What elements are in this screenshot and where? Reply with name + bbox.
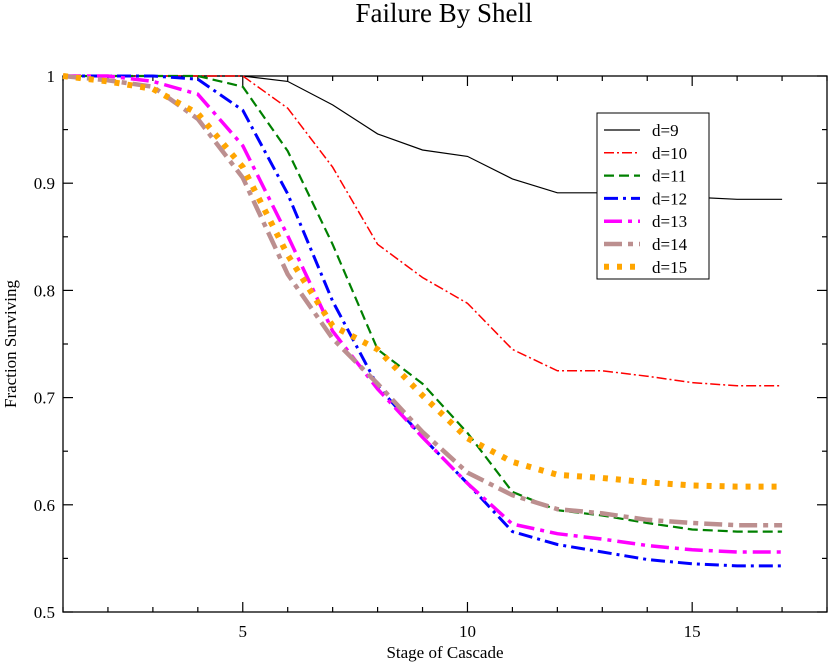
legend-label: d=9 bbox=[652, 121, 679, 140]
x-tick-label: 5 bbox=[239, 622, 248, 641]
y-tick-label: 0.8 bbox=[34, 281, 55, 300]
legend-label: d=14 bbox=[652, 235, 688, 254]
series-line-d-12 bbox=[63, 74, 783, 568]
y-tick-label: 0.7 bbox=[34, 389, 56, 408]
legend-label: d=13 bbox=[652, 212, 687, 231]
series-line-d-11 bbox=[63, 74, 783, 533]
axis-tick-labels: 5 10 15 0.5 0.6 0.7 0.8 0.9 1 bbox=[34, 67, 701, 641]
legend-label: d=11 bbox=[652, 167, 686, 186]
series-line-d-14 bbox=[62, 73, 783, 528]
y-tick-label: 0.5 bbox=[34, 603, 55, 622]
y-axis-label: Fraction Surviving bbox=[1, 280, 20, 408]
y-tick-label: 0.6 bbox=[34, 496, 55, 515]
legend: d=9 d=10 d=11 d=12 d=13 d=14 d=15 bbox=[596, 112, 710, 280]
chart-title: Failure By Shell bbox=[356, 0, 533, 28]
x-tick-label: 10 bbox=[459, 622, 476, 641]
legend-box bbox=[596, 112, 710, 280]
legend-label: d=15 bbox=[652, 258, 687, 277]
legend-label: d=12 bbox=[652, 189, 687, 208]
series-line-d-10 bbox=[63, 75, 783, 387]
x-axis-label: Stage of Cascade bbox=[386, 643, 503, 662]
x-tick-label: 15 bbox=[684, 622, 701, 641]
legend-label: d=10 bbox=[652, 144, 687, 163]
series-line-d-15 bbox=[62, 73, 783, 490]
y-tick-label: 0.9 bbox=[34, 174, 55, 193]
axis-ticks bbox=[62, 75, 828, 613]
series-line-d-13 bbox=[63, 74, 783, 554]
y-tick-label: 1 bbox=[47, 67, 56, 86]
plot-frame bbox=[62, 75, 828, 613]
